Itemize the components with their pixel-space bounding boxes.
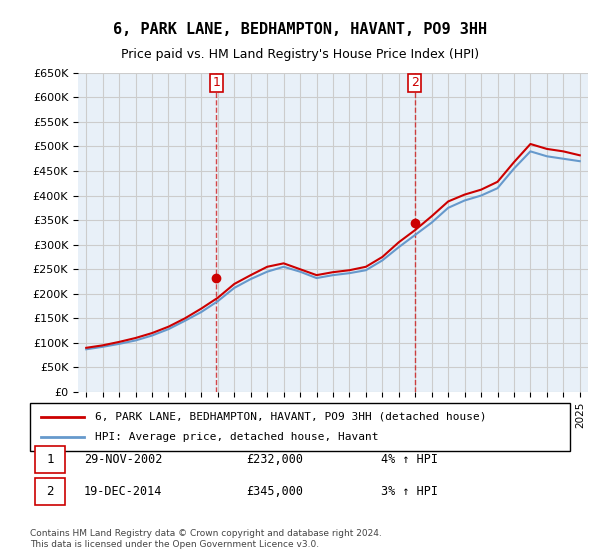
Text: HPI: Average price, detached house, Havant: HPI: Average price, detached house, Hava…: [95, 432, 379, 442]
Text: 2: 2: [47, 485, 54, 498]
Text: 2: 2: [410, 76, 419, 89]
Text: Price paid vs. HM Land Registry's House Price Index (HPI): Price paid vs. HM Land Registry's House …: [121, 48, 479, 60]
Text: 29-NOV-2002: 29-NOV-2002: [84, 453, 163, 466]
Text: £232,000: £232,000: [246, 453, 303, 466]
Text: 6, PARK LANE, BEDHAMPTON, HAVANT, PO9 3HH: 6, PARK LANE, BEDHAMPTON, HAVANT, PO9 3H…: [113, 22, 487, 38]
Text: 1: 1: [47, 453, 54, 466]
FancyBboxPatch shape: [35, 478, 65, 505]
Text: 3% ↑ HPI: 3% ↑ HPI: [381, 485, 438, 498]
Text: 1: 1: [212, 76, 220, 89]
FancyBboxPatch shape: [30, 403, 570, 451]
Text: 4% ↑ HPI: 4% ↑ HPI: [381, 453, 438, 466]
Text: 19-DEC-2014: 19-DEC-2014: [84, 485, 163, 498]
Text: £345,000: £345,000: [246, 485, 303, 498]
Text: Contains HM Land Registry data © Crown copyright and database right 2024.
This d: Contains HM Land Registry data © Crown c…: [30, 529, 382, 549]
Text: 6, PARK LANE, BEDHAMPTON, HAVANT, PO9 3HH (detached house): 6, PARK LANE, BEDHAMPTON, HAVANT, PO9 3H…: [95, 412, 487, 422]
FancyBboxPatch shape: [35, 446, 65, 473]
